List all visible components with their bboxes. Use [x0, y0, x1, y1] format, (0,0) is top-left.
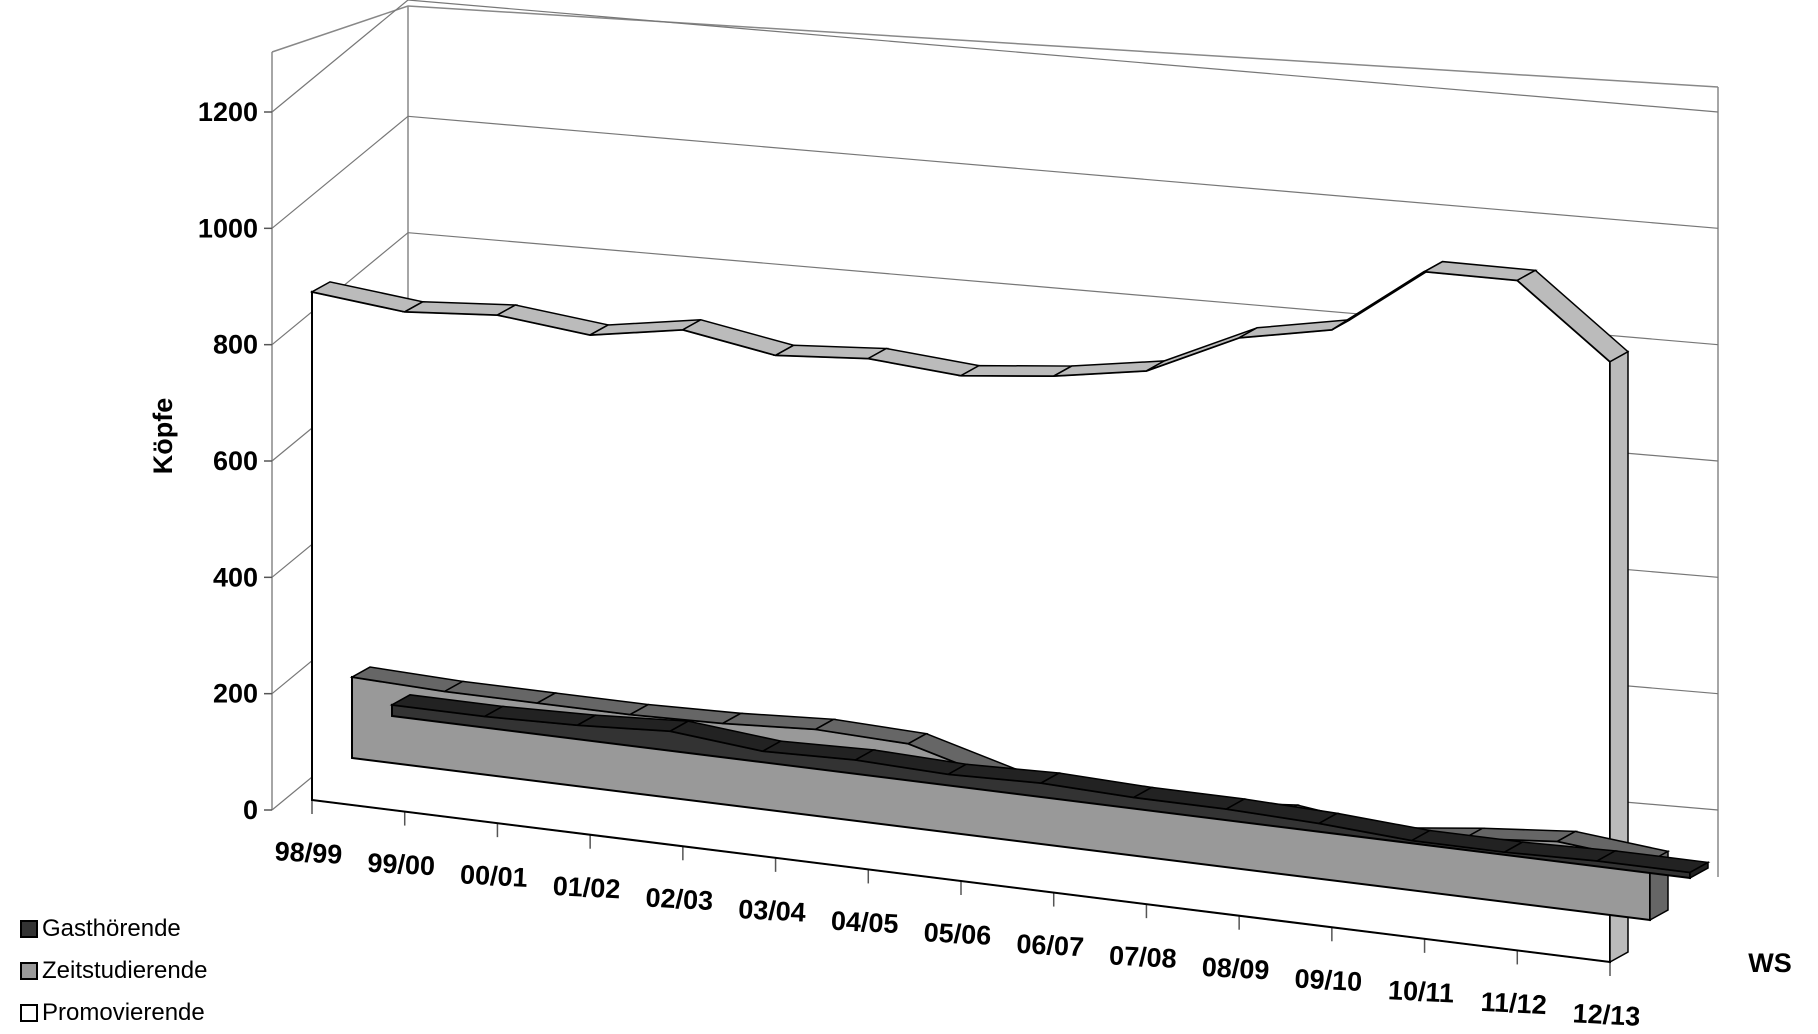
xtick-label-5: 03/04	[738, 894, 807, 927]
xtick-label-0: 98/99	[274, 836, 343, 869]
xtick-label-9: 07/08	[1108, 940, 1177, 973]
gridline-left-6	[271, 0, 409, 113]
ribbon-cap-0	[1689, 861, 1709, 880]
legend-label-promovierende: Promovierende	[42, 999, 205, 1026]
xtick-label-14: 12/13	[1572, 998, 1641, 1031]
ytick-label-6: 1200	[198, 97, 258, 127]
gridline-left-5	[271, 115, 409, 229]
ribbon-cap-2	[1609, 350, 1629, 964]
xtick-label-3: 01/02	[552, 871, 621, 904]
gridline-back-5	[407, 115, 1719, 229]
legend-swatch-zeitstudierende	[20, 962, 38, 980]
gridline-back-6	[407, 0, 1719, 113]
y-axis-title: Köpfe	[148, 398, 178, 475]
ytick-label-5: 1000	[198, 213, 258, 243]
legend-item-gasthoerende: Gasthörende	[20, 908, 207, 950]
legend-label-gasthoerende: Gasthörende	[42, 915, 181, 942]
xtick-label-11: 09/10	[1294, 964, 1363, 997]
legend-item-promovierende: Promovierende	[20, 992, 207, 1034]
ytick-label-3: 600	[213, 446, 258, 476]
xtick-label-12: 10/11	[1387, 975, 1455, 1008]
xtick-label-1: 99/00	[367, 848, 436, 881]
ytick-label-2: 400	[213, 562, 258, 592]
ribbon-top-2-5	[772, 344, 890, 360]
ytick-label-1: 200	[213, 679, 258, 709]
back-wall-top-edge	[271, 5, 1719, 88]
legend-label-zeitstudierende: Zeitstudierende	[42, 957, 208, 984]
ytick-label-4: 800	[213, 330, 258, 360]
legend-swatch-gasthoerende	[20, 920, 38, 938]
xtick-label-7: 05/06	[923, 917, 992, 950]
xtick-label-8: 06/07	[1016, 929, 1085, 962]
legend: Gasthörende Zeitstudierende Promovierend…	[20, 908, 207, 1034]
xtick-label-6: 04/05	[830, 906, 899, 939]
xtick-label-4: 02/03	[645, 883, 714, 916]
legend-item-zeitstudierende: Zeitstudierende	[20, 950, 207, 992]
legend-swatch-promovierende	[20, 1004, 38, 1022]
xtick-label-10: 08/09	[1201, 952, 1270, 985]
ribbon-top-2-1	[401, 301, 519, 316]
xtick-label-2: 00/01	[459, 859, 528, 892]
xtick-label-13: 11/12	[1480, 987, 1548, 1020]
x-axis-title: WS	[1748, 948, 1792, 978]
ytick-label-0: 0	[243, 795, 258, 825]
